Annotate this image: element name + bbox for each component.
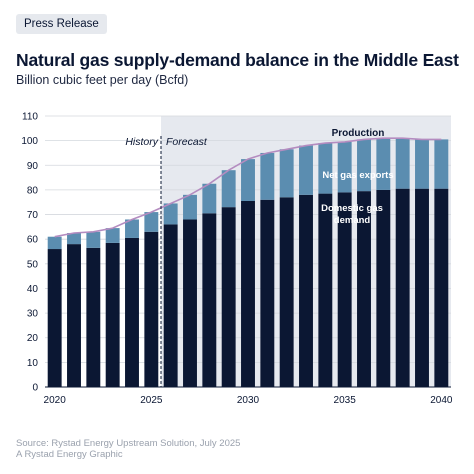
- x-tick-label: 2020: [44, 395, 67, 406]
- bar-exports-2029: [221, 170, 236, 208]
- series-label-domestic-1: Domestic gas: [321, 203, 383, 214]
- bar-domestic-2036: [357, 191, 371, 387]
- bar-exports-2020: [47, 236, 62, 250]
- forecast-label: Forecast: [166, 136, 208, 148]
- bar-exports-2024: [125, 219, 139, 238]
- series-label-net-exports: Net gas exports: [322, 170, 393, 181]
- bar-exports-2037: [376, 138, 391, 190]
- bar-domestic-2039: [415, 188, 429, 387]
- bar-exports-2023: [105, 228, 120, 243]
- bar-domestic-2035: [337, 192, 352, 387]
- bar-exports-2025: [144, 212, 159, 232]
- y-tick-label: 110: [22, 112, 38, 123]
- bar-exports-2026: [163, 203, 178, 225]
- bar-exports-2039: [415, 139, 429, 189]
- bar-domestic-2033: [299, 194, 313, 387]
- y-tick-label: 20: [27, 333, 39, 344]
- bar-exports-2032: [279, 149, 294, 198]
- x-tick-label: 2025: [140, 395, 163, 406]
- source-line-1: Source: Rystad Energy Upstream Solution,…: [16, 438, 241, 449]
- bar-domestic-2038: [395, 188, 410, 387]
- press-release-badge: Press Release: [16, 14, 107, 34]
- chart-subtitle: Billion cubic feet per day (Bcfd): [16, 73, 189, 87]
- bar-exports-2038: [395, 138, 410, 189]
- x-tick-label: 2040: [430, 395, 453, 406]
- y-tick-label: 100: [21, 136, 38, 147]
- y-tick-label: 40: [27, 284, 39, 295]
- bar-domestic-2022: [86, 247, 101, 387]
- bar-domestic-2027: [183, 219, 197, 387]
- bar-domestic-2029: [221, 207, 236, 387]
- y-tick-label: 90: [27, 161, 39, 172]
- bar-domestic-2034: [318, 193, 333, 387]
- bar-domestic-2031: [260, 199, 275, 387]
- y-tick-label: 80: [27, 185, 39, 196]
- y-tick-label: 50: [27, 259, 39, 270]
- y-tick-label: 10: [27, 358, 39, 369]
- chart-title: Natural gas supply-demand balance in the…: [16, 50, 459, 70]
- y-tick-label: 60: [27, 235, 39, 246]
- bar-exports-2028: [202, 183, 217, 214]
- bar-exports-2021: [67, 233, 81, 245]
- bar-exports-2027: [183, 194, 197, 220]
- bar-domestic-2037: [376, 189, 391, 387]
- bar-exports-2030: [241, 159, 255, 201]
- series-label-domestic-2: demand: [334, 215, 371, 226]
- y-tick-label: 30: [27, 309, 39, 320]
- bar-domestic-2020: [47, 249, 62, 387]
- bar-domestic-2040: [434, 188, 449, 387]
- production-line: [54, 137, 442, 238]
- source-line-2: A Rystad Energy Graphic: [16, 449, 123, 460]
- y-tick-label: 70: [27, 210, 39, 221]
- source-note: Source: Rystad Energy Upstream Solution,…: [16, 438, 240, 460]
- history-label: History: [125, 136, 158, 148]
- bar-domestic-2023: [105, 242, 120, 387]
- bar-domestic-2026: [163, 224, 178, 387]
- bar-domestic-2028: [202, 213, 217, 387]
- bar-domestic-2030: [241, 200, 255, 387]
- bar-exports-2040: [434, 139, 449, 189]
- bar-domestic-2025: [144, 231, 159, 387]
- bar-domestic-2021: [67, 244, 81, 387]
- bar-exports-2033: [299, 145, 313, 195]
- y-tick-label: 0: [32, 383, 38, 394]
- bar-domestic-2032: [279, 197, 294, 387]
- series-label-production: Production: [332, 128, 385, 139]
- x-tick-label: 2035: [334, 395, 357, 406]
- x-tick-label: 2030: [237, 395, 260, 406]
- bar-exports-2031: [260, 152, 275, 200]
- bar-exports-2022: [86, 231, 101, 248]
- bar-exports-2034: [318, 143, 333, 194]
- bar-domestic-2024: [125, 237, 139, 387]
- bar-exports-2036: [357, 139, 371, 192]
- bar-exports-2035: [337, 141, 352, 193]
